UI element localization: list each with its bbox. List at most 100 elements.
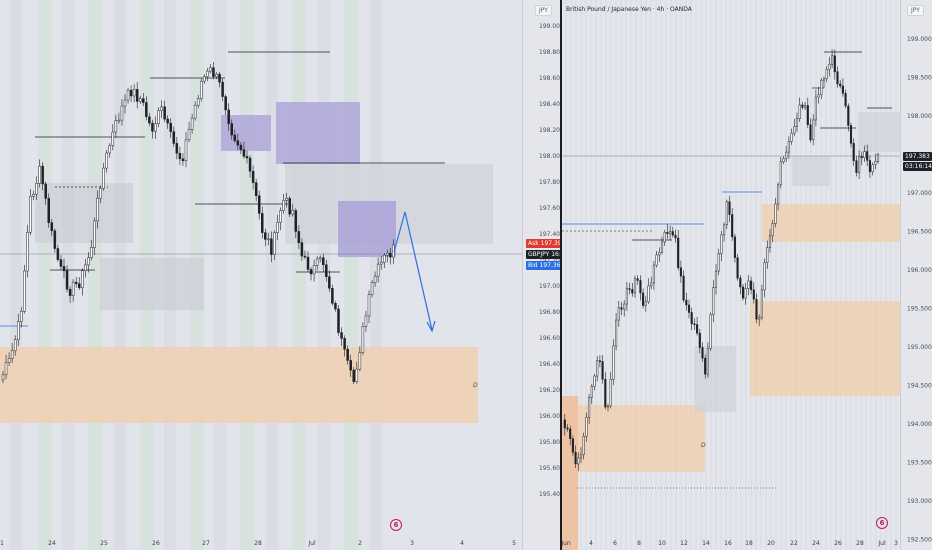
candle-body — [343, 338, 346, 350]
candle-body — [251, 171, 255, 183]
candle-body — [806, 105, 809, 125]
candle-body — [123, 99, 127, 107]
price-tick: 195.400 — [539, 491, 561, 498]
candle-body — [598, 360, 601, 362]
price-tick: 196.800 — [539, 309, 561, 316]
price-tick: 196.000 — [539, 413, 561, 420]
date-label: 2 — [358, 540, 362, 547]
candle-body — [132, 89, 136, 97]
candle-body — [820, 79, 823, 96]
candle-body — [111, 131, 115, 146]
date-label: 1 — [0, 540, 4, 547]
price-axis-right-canvas: 199.000198.500198.000197.500197.000196.5… — [907, 36, 932, 544]
session-band — [344, 0, 358, 550]
candle-body — [712, 287, 715, 316]
session-band — [240, 0, 254, 550]
candle-body — [617, 307, 620, 321]
candle-body — [636, 278, 639, 281]
pane-divider[interactable] — [560, 0, 562, 550]
candle-body — [590, 386, 593, 398]
candle-body — [812, 119, 815, 141]
candle-body — [833, 55, 836, 73]
price-tick: 198.200 — [539, 127, 561, 134]
symbol-countdown-badge: GBPJPY 16:14 — [526, 250, 571, 259]
candle-body — [227, 109, 230, 124]
candle-body — [750, 280, 753, 291]
left-chart-pane[interactable]: D 1 24 25 26 27 28 Jul 2 3 4 5 6 — [0, 0, 522, 550]
candle-body — [647, 285, 650, 303]
candle-body — [81, 270, 84, 289]
candle-body — [817, 94, 820, 98]
candle-body — [135, 89, 139, 102]
candle-body — [736, 257, 739, 279]
candle-body — [352, 369, 355, 382]
price-tick: 193.500 — [907, 460, 932, 467]
time-axis-left: 1 24 25 26 27 28 Jul 2 3 4 5 — [0, 540, 516, 547]
candle-body — [71, 281, 75, 296]
candle-body — [625, 288, 628, 305]
tradingview-logo-icon: 6 — [876, 517, 888, 529]
candle-body — [739, 277, 742, 288]
candle-body — [209, 67, 212, 72]
candle-body — [677, 237, 680, 269]
candle-body — [1, 374, 5, 381]
demand-zone-right-3 — [750, 301, 900, 396]
candle-body — [370, 282, 374, 295]
price-axis-right[interactable]: JPY 199.000198.500198.000197.500197.0001… — [900, 0, 932, 550]
candle-body — [145, 102, 148, 118]
candle-body — [285, 198, 288, 201]
candle-body — [768, 235, 772, 248]
candle-body — [163, 106, 166, 120]
candle-body — [53, 230, 57, 249]
date-label: 3 — [894, 540, 898, 547]
candle-body — [663, 232, 666, 243]
price-tick: 196.200 — [539, 387, 561, 394]
currency-label-right: JPY — [907, 5, 924, 16]
candle-body — [105, 152, 108, 169]
demand-zone-right-2 — [578, 405, 705, 472]
candle-body — [631, 289, 634, 294]
price-tick: 192.500 — [907, 537, 932, 544]
candle-body — [855, 160, 858, 173]
candle-body — [148, 116, 151, 124]
candle-body — [814, 96, 817, 121]
price-tick: 197.200 — [539, 257, 561, 264]
candle-body — [652, 264, 655, 284]
candle-body — [844, 93, 847, 107]
candle-body — [187, 129, 191, 141]
candle-body — [779, 161, 782, 186]
candle-body — [41, 165, 44, 185]
candle-body — [221, 81, 224, 97]
candle-body — [858, 156, 861, 173]
candle-body — [309, 269, 313, 275]
candle-body — [56, 248, 60, 260]
candle-body — [615, 319, 618, 347]
candle-body — [200, 80, 203, 99]
candle-body — [831, 55, 834, 65]
candle-body — [777, 184, 780, 205]
candle-body — [601, 361, 604, 380]
candle-body — [633, 278, 637, 294]
candle-body — [860, 156, 863, 158]
candle-body — [44, 183, 47, 199]
candlesticks-right — [563, 49, 880, 471]
price-tick: 198.000 — [907, 113, 932, 120]
candle-body — [318, 257, 322, 260]
candle-body — [90, 247, 93, 258]
left-chart-canvas[interactable]: D 1 24 25 26 27 28 Jul 2 3 4 5 — [0, 0, 522, 550]
candle-body — [10, 350, 14, 359]
candle-body — [774, 203, 777, 224]
candle-body — [674, 234, 677, 239]
gray-zone-r3 — [792, 156, 830, 186]
candle-body — [809, 124, 812, 141]
candle-body — [650, 282, 653, 287]
candle-body — [579, 454, 583, 459]
price-axis-left[interactable]: JPY 199.000198.800198.600198.400198.2001… — [522, 0, 571, 550]
candle-body — [604, 379, 607, 408]
candle-body — [563, 419, 566, 429]
candle-body — [78, 283, 81, 289]
candle-body — [288, 198, 291, 215]
